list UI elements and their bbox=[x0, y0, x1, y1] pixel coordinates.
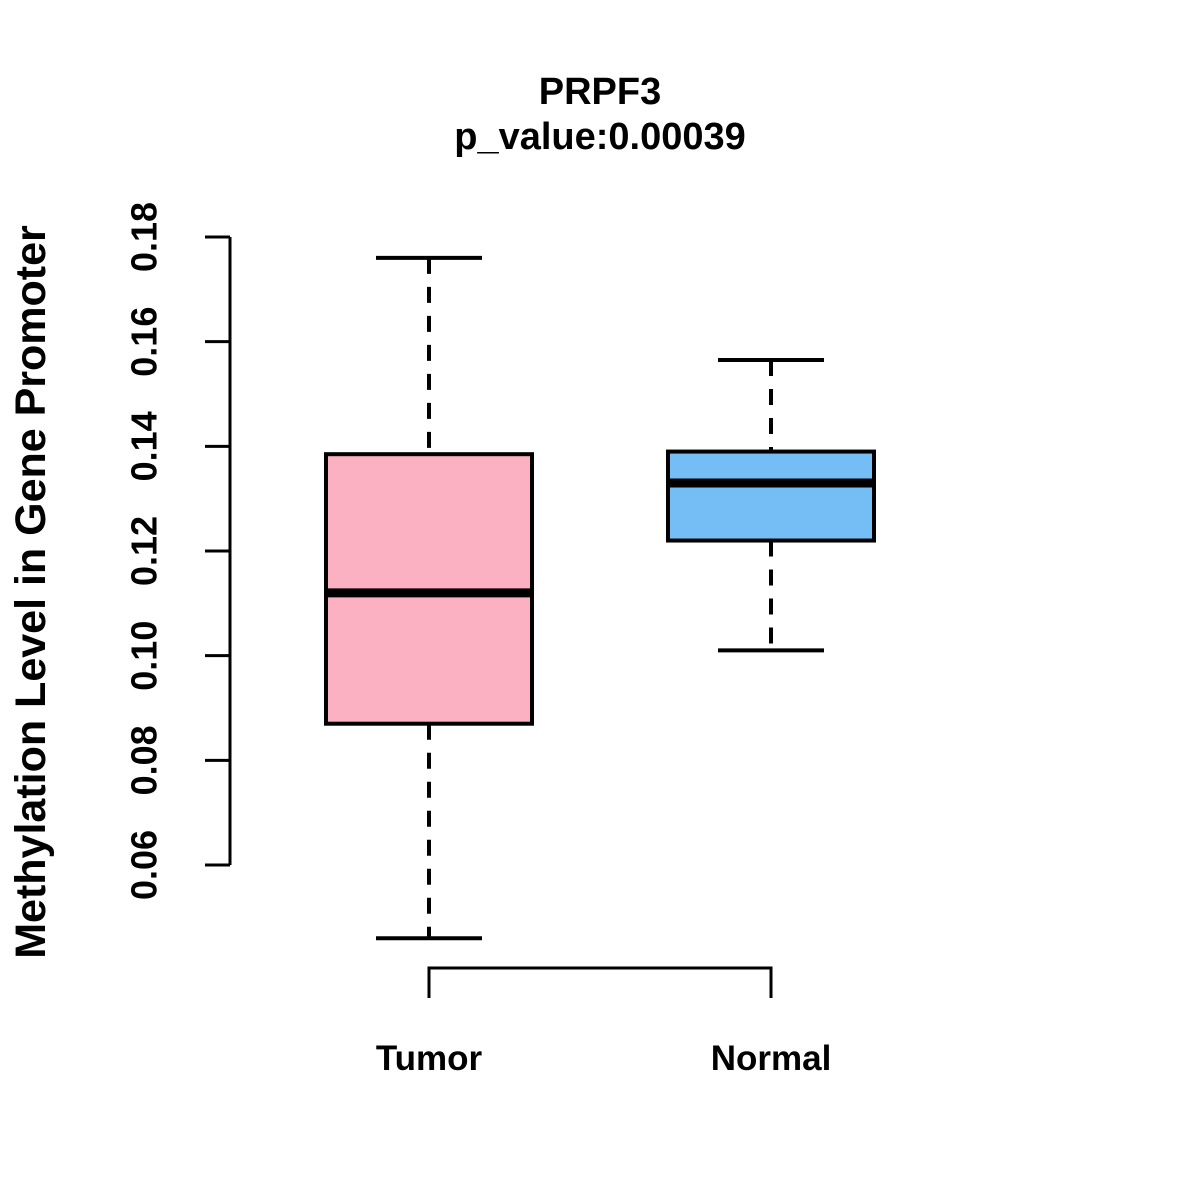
y-tick-label: 0.12 bbox=[124, 516, 165, 586]
y-tick-label: 0.14 bbox=[124, 411, 165, 481]
iqr-box-normal bbox=[666, 449, 876, 543]
x-axis-bracket bbox=[427, 966, 773, 998]
x-category-label-tumor: Tumor bbox=[376, 1039, 483, 1078]
y-tick-label: 0.10 bbox=[124, 621, 165, 691]
chart-subtitle: p_value:0.00039 bbox=[454, 116, 746, 158]
y-tick-label: 0.16 bbox=[124, 307, 165, 377]
y-tick-label: 0.08 bbox=[124, 725, 165, 795]
x-category-label-normal: Normal bbox=[711, 1039, 832, 1078]
y-tick-label: 0.06 bbox=[124, 830, 165, 900]
chart-title: PRPF3 bbox=[538, 71, 662, 113]
chart-title-block: PRPF3 p_value:0.00039 bbox=[0, 70, 1200, 160]
y-tick-label: 0.18 bbox=[124, 202, 165, 272]
